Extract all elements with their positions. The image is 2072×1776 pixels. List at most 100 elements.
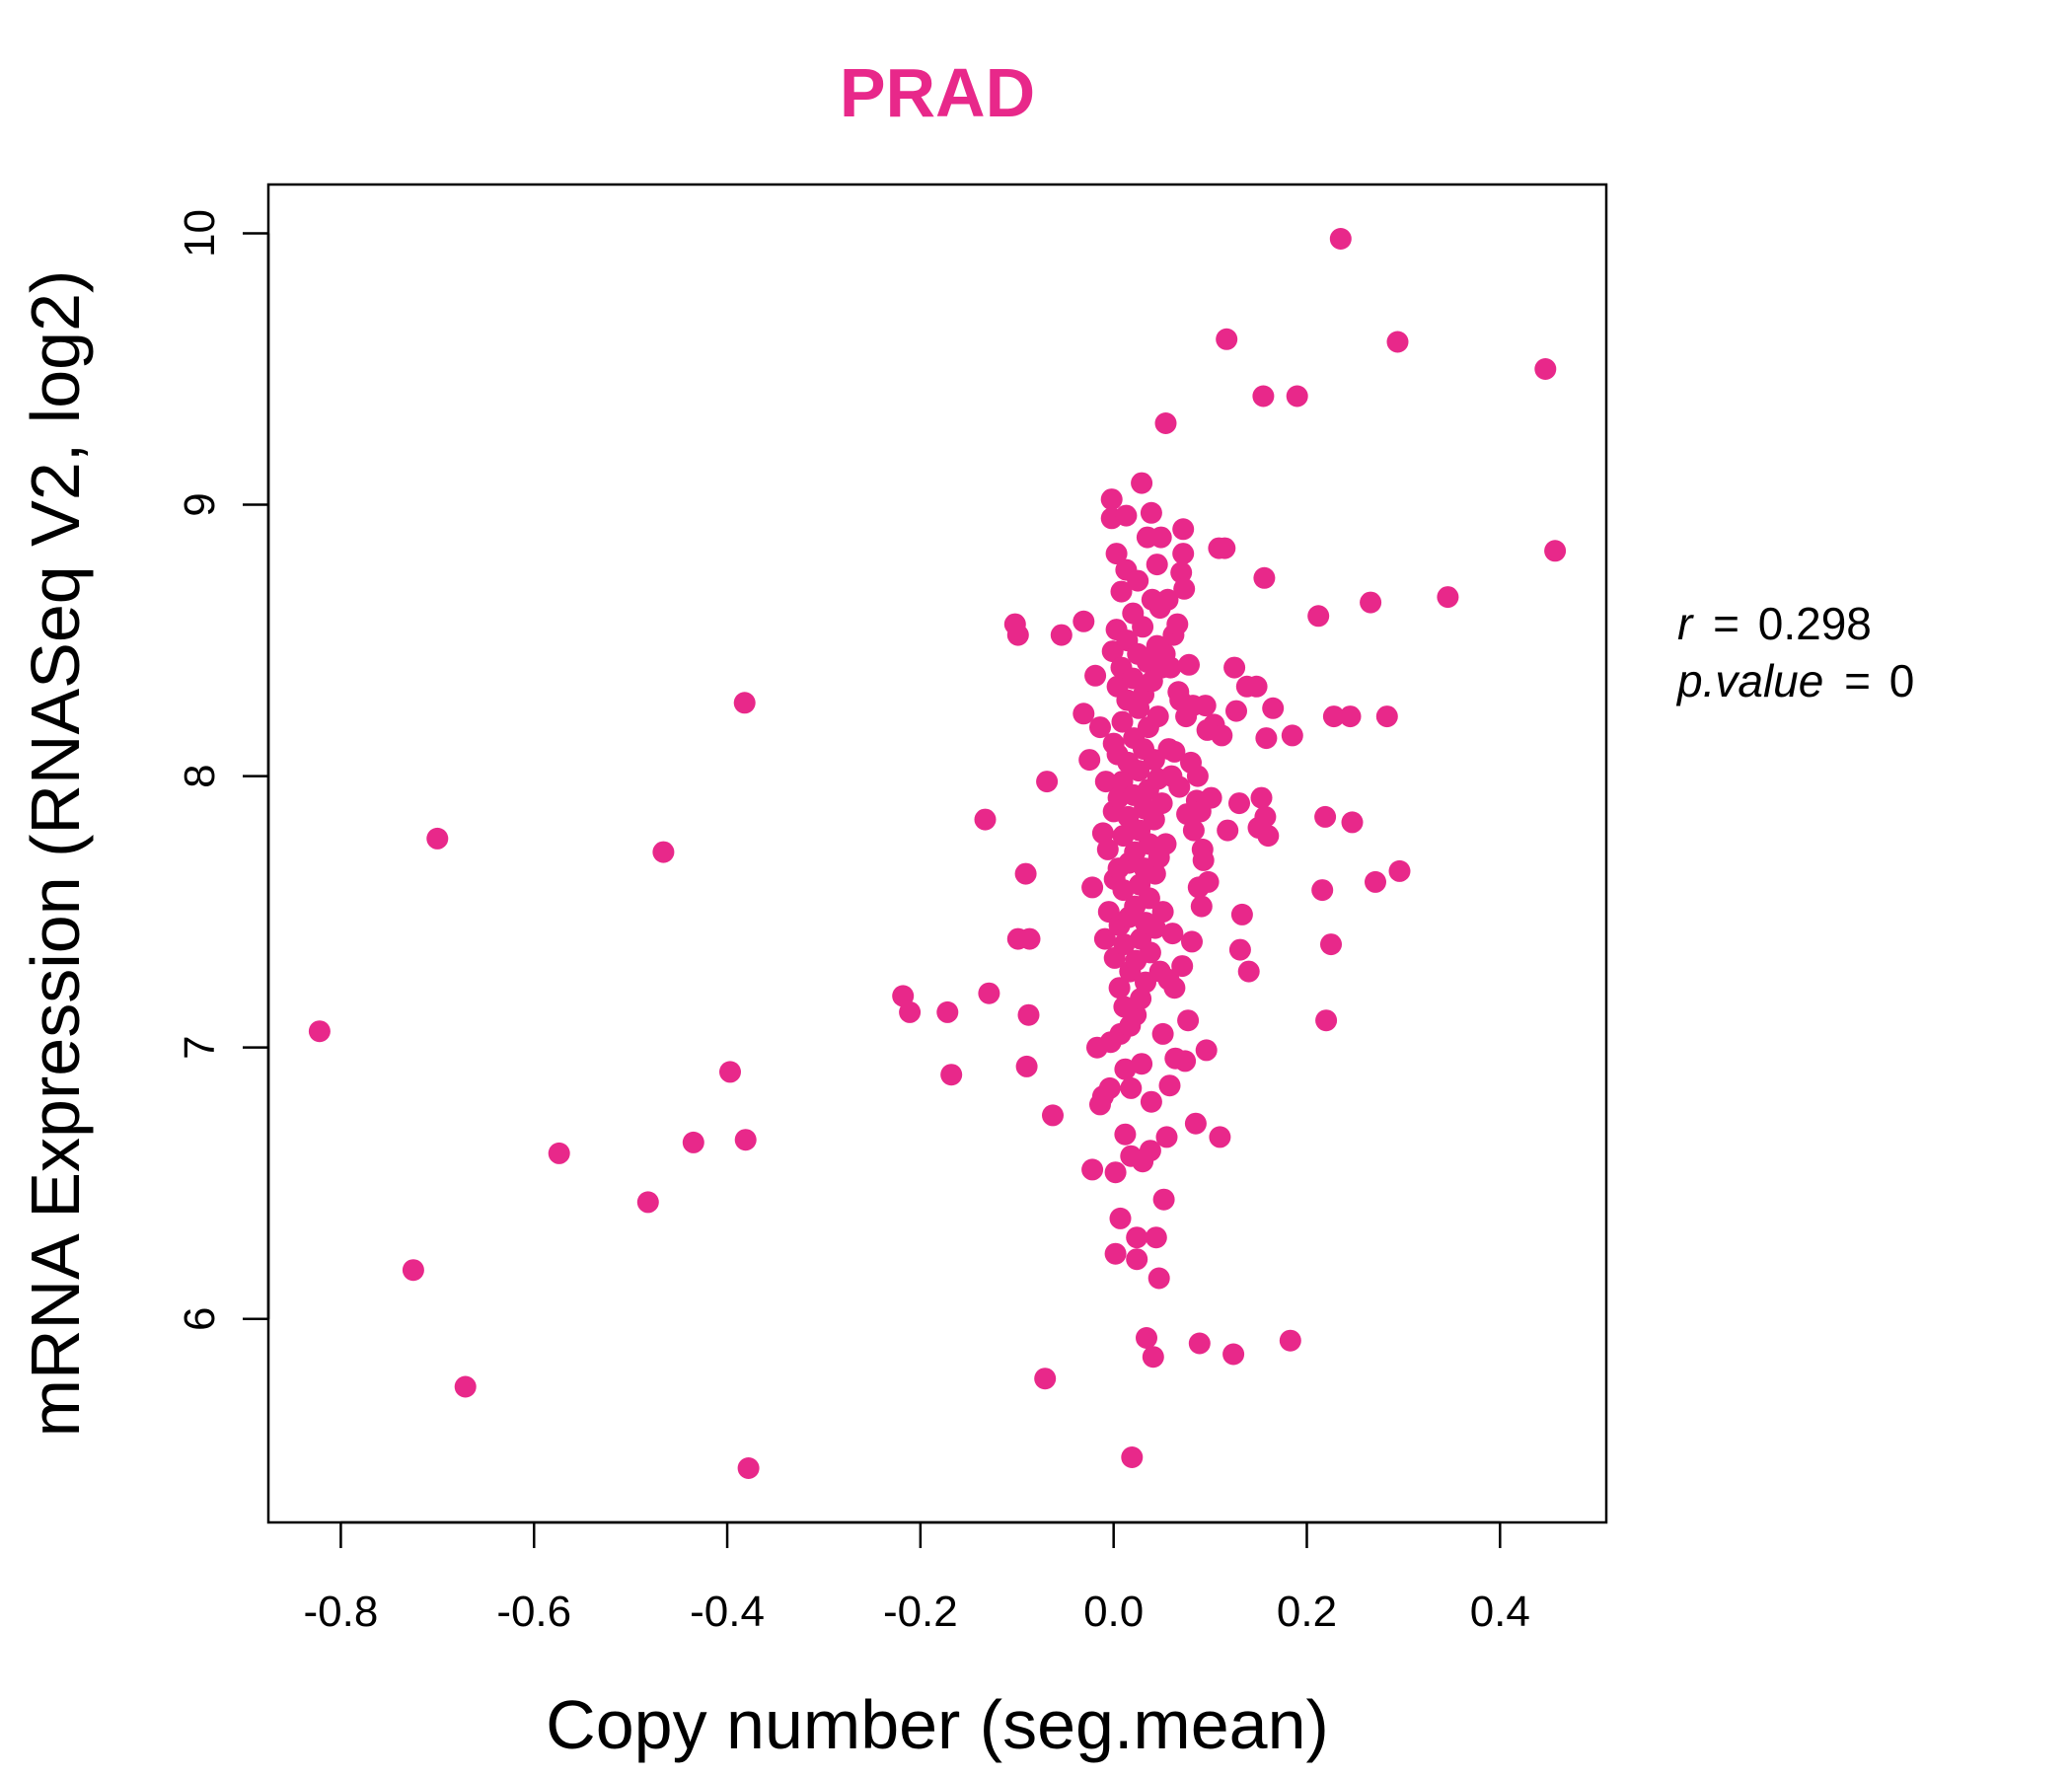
data-point: [733, 692, 756, 714]
data-point: [1339, 705, 1362, 728]
data-point: [1252, 385, 1275, 407]
data-point: [1155, 1126, 1178, 1148]
data-point: [1125, 1003, 1147, 1026]
data-point: [1078, 749, 1101, 772]
data-point: [1311, 879, 1334, 902]
data-point: [1147, 705, 1169, 728]
data-point: [1158, 1074, 1181, 1097]
data-point: [1151, 901, 1174, 924]
data-point: [1190, 895, 1213, 918]
data-point: [1139, 1140, 1161, 1162]
data-point: [1034, 1368, 1057, 1390]
data-point: [1081, 1158, 1104, 1181]
data-point: [1262, 697, 1285, 719]
data-point: [636, 1191, 659, 1214]
data-point: [1140, 1090, 1162, 1113]
data-point: [1181, 930, 1203, 953]
data-point: [1127, 569, 1149, 592]
data-point: [1114, 1123, 1137, 1146]
data-point: [1192, 849, 1215, 871]
data-point: [1217, 819, 1239, 842]
data-point: [936, 1000, 959, 1023]
data-point: [940, 1064, 963, 1086]
data-point: [1286, 385, 1308, 407]
data-point: [1320, 933, 1342, 956]
data-point: [1014, 862, 1037, 885]
data-point: [1388, 859, 1411, 882]
data-point: [1250, 786, 1273, 809]
data-point: [899, 1000, 922, 1023]
data-point: [682, 1131, 704, 1153]
data-point: [1115, 504, 1138, 527]
data-point: [1114, 1058, 1137, 1080]
data-point: [1534, 358, 1557, 380]
data-point: [1142, 1346, 1164, 1369]
data-point: [1154, 833, 1177, 855]
data-point: [1105, 543, 1128, 565]
data-point: [1177, 1009, 1200, 1032]
data-point: [1178, 653, 1200, 676]
data-point: [1279, 1329, 1301, 1352]
data-point: [1112, 825, 1135, 848]
data-point: [1126, 1226, 1148, 1249]
data-point: [1042, 1104, 1064, 1127]
data-point: [1143, 808, 1165, 831]
data-point: [1130, 988, 1152, 1010]
data-point: [1015, 1055, 1038, 1077]
p-value: 0: [1889, 655, 1915, 706]
y-tick-label: 10: [176, 209, 224, 258]
r-symbol: r: [1677, 598, 1694, 649]
data-point: [1006, 624, 1029, 646]
x-tick-label: -0.2: [883, 1588, 958, 1636]
data-point: [1113, 933, 1136, 956]
data-point: [548, 1142, 570, 1164]
data-point: [652, 841, 675, 863]
data-point: [1307, 605, 1330, 628]
data-point: [308, 1020, 331, 1043]
data-point: [1144, 917, 1166, 939]
data-point: [1073, 610, 1095, 632]
data-point: [1173, 577, 1196, 600]
y-axis: 6 7 8 9 10: [176, 209, 270, 1331]
data-point: [1145, 1226, 1167, 1249]
data-point: [1146, 554, 1168, 576]
data-point: [1110, 580, 1133, 603]
p-equals: =: [1844, 655, 1871, 706]
data-point: [737, 1457, 760, 1479]
data-point: [1186, 765, 1209, 787]
data-point: [1228, 792, 1250, 815]
plot-frame: [266, 183, 1608, 1524]
data-point: [1084, 664, 1107, 687]
data-point: [1544, 540, 1567, 562]
data-point: [1036, 771, 1059, 793]
data-point: [1144, 862, 1166, 885]
data-point: [892, 985, 915, 1007]
data-point: [1120, 1076, 1143, 1099]
data-point: [1096, 838, 1119, 860]
data-point: [1147, 1267, 1170, 1290]
data-point: [1151, 1022, 1174, 1045]
data-point: [402, 1259, 424, 1282]
y-tick-label: 7: [176, 1035, 224, 1059]
data-point: [1315, 1009, 1338, 1032]
y-tick-label: 9: [176, 492, 224, 516]
x-tick-label: -0.8: [304, 1588, 379, 1636]
data-point: [1121, 1446, 1144, 1468]
data-point: [1094, 771, 1117, 793]
data-point: [1108, 977, 1131, 999]
data-point: [1257, 825, 1280, 848]
x-tick-label: -0.6: [496, 1588, 571, 1636]
data-point: [1172, 518, 1195, 541]
x-tick-label: 0.0: [1083, 1588, 1144, 1636]
data-point: [1152, 1188, 1175, 1211]
data-point: [1156, 588, 1179, 611]
data-point: [1188, 1332, 1211, 1355]
data-point: [1375, 705, 1398, 728]
x-tick-label: 0.2: [1277, 1588, 1337, 1636]
data-point: [1131, 1053, 1153, 1075]
data-point: [1255, 727, 1278, 750]
data-point: [1154, 412, 1177, 434]
data-point: [1126, 1248, 1148, 1271]
data-point: [1214, 537, 1236, 559]
data-point: [1230, 903, 1253, 925]
